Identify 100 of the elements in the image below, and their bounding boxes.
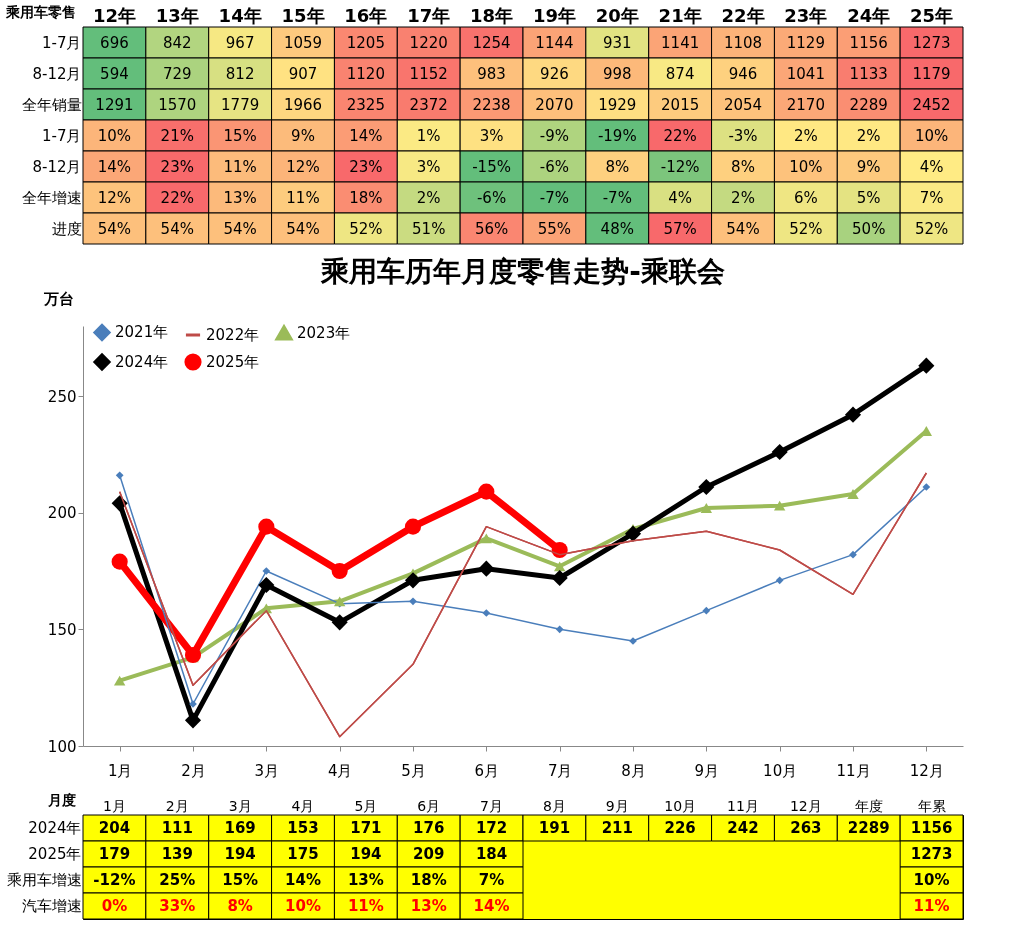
x-tick-label: 10月 [664, 797, 697, 814]
data-label: 179 [98, 845, 131, 863]
x-tick-label: 12月 [909, 761, 944, 780]
data-label: 169 [224, 819, 256, 837]
data-label: 191 [538, 819, 571, 837]
data-label: -12% [660, 157, 700, 176]
data-label: 15% [223, 126, 257, 145]
x-tick-label: 13年 [155, 4, 199, 26]
x-tick-label: 23年 [784, 4, 828, 26]
x-tick-label: 5月 [354, 797, 378, 814]
data-label: 172 [475, 819, 508, 837]
legend-label: 2021年 [115, 323, 169, 342]
y-tick-label: 200 [47, 504, 77, 523]
data-label: 812 [225, 64, 255, 83]
data-label: 55% [537, 219, 572, 238]
data-label: 1133 [849, 64, 888, 83]
data-label: 10% [914, 126, 949, 145]
x-tick-label: 8月 [542, 797, 566, 814]
data-label: 23% [160, 157, 194, 176]
y-tick-label: 250 [47, 387, 77, 406]
x-tick-label: 12月 [789, 797, 822, 814]
x-tick-label: 1月 [102, 797, 126, 814]
data-label: 209 [413, 845, 445, 863]
y-tick-label: 8-12月 [32, 64, 82, 83]
x-tick-label: 7月 [547, 761, 573, 780]
x-tick-label: 1月 [107, 761, 133, 780]
data-label: 54% [97, 219, 132, 238]
x-tick-label: 9月 [605, 797, 629, 814]
data-label: 211 [601, 819, 633, 837]
y-tick-label: 1-7月 [42, 33, 82, 52]
legend-label: 2022年 [206, 326, 260, 344]
data-label: 1254 [472, 33, 511, 52]
data-label: 4% [919, 157, 944, 176]
data-label: -12% [93, 871, 136, 889]
legend-label: 2025年 [206, 353, 260, 371]
data-label: 171 [350, 819, 382, 837]
y-axis-title: 乘用车零售 [4, 3, 76, 20]
data-label: 52% [349, 219, 383, 238]
data-label: 7% [478, 871, 505, 889]
data-label: -9% [539, 126, 570, 145]
data-label: 22% [160, 188, 194, 207]
x-tick-label: 5月 [401, 761, 426, 780]
data-label: 22% [663, 126, 697, 145]
data-label: 1059 [283, 33, 323, 52]
data-label: 1291 [95, 95, 134, 114]
data-label: 175 [287, 845, 319, 863]
x-tick-label: 11月 [727, 797, 759, 814]
data-label: -7% [602, 188, 632, 207]
data-label: 54% [223, 219, 257, 238]
data-label: 2070 [535, 95, 574, 114]
data-label: -6% [539, 157, 570, 176]
data-label: 998 [602, 64, 632, 83]
data-label: 926 [540, 64, 569, 83]
data-label: 696 [100, 33, 129, 52]
data-label: 1966 [283, 95, 323, 114]
x-tick-label: 4月 [291, 797, 315, 814]
data-label: 2170 [786, 95, 825, 114]
x-tick-label: 12年 [92, 4, 136, 26]
data-label: 8% [605, 157, 630, 176]
x-tick-label: 25年 [910, 4, 954, 26]
data-label: 1129 [786, 33, 825, 52]
data-label: 1041 [786, 64, 825, 83]
data-label: 1273 [912, 33, 951, 52]
data-label: 9% [291, 126, 315, 145]
x-tick-label: 17年 [407, 4, 451, 26]
data-label: 1156 [910, 819, 953, 837]
data-label: 1929 [598, 95, 637, 114]
data-label: -15% [472, 157, 511, 176]
data-label: 18% [410, 871, 447, 889]
data-label: 8% [227, 897, 253, 915]
y-tick-label: 2025年 [28, 845, 82, 863]
data-label: 33% [159, 897, 196, 915]
data-label: 54% [726, 219, 760, 238]
data-label: 10% [285, 897, 321, 915]
x-tick-label: 18年 [470, 4, 514, 26]
data-label: 52% [789, 219, 823, 238]
y-tick-label: 100 [47, 737, 77, 756]
data-label: 15% [222, 871, 259, 889]
data-label: 11% [286, 188, 320, 207]
x-tick-label: 24年 [847, 4, 891, 26]
data-label: 10% [913, 871, 950, 889]
data-label: 2% [731, 188, 755, 207]
data-label: 2% [793, 126, 818, 145]
data-label: 184 [475, 845, 508, 863]
x-tick-label: 15年 [281, 4, 325, 26]
data-label: 1120 [346, 64, 385, 83]
legend-label: 2024年 [115, 353, 169, 371]
x-tick-label: 16年 [344, 4, 388, 26]
data-label: 1273 [910, 845, 953, 863]
y-tick-label: 8-12月 [32, 157, 82, 176]
data-label: -6% [476, 188, 507, 207]
data-label: 2054 [723, 95, 763, 114]
data-label: 1205 [346, 33, 385, 52]
data-label: 2238 [472, 95, 511, 114]
data-label: 2% [416, 188, 441, 207]
data-label: 14% [349, 126, 383, 145]
data-label: 13% [223, 188, 257, 207]
data-label: 12% [286, 157, 320, 176]
data-label: 2325 [346, 95, 385, 114]
data-label: 4% [668, 188, 693, 207]
